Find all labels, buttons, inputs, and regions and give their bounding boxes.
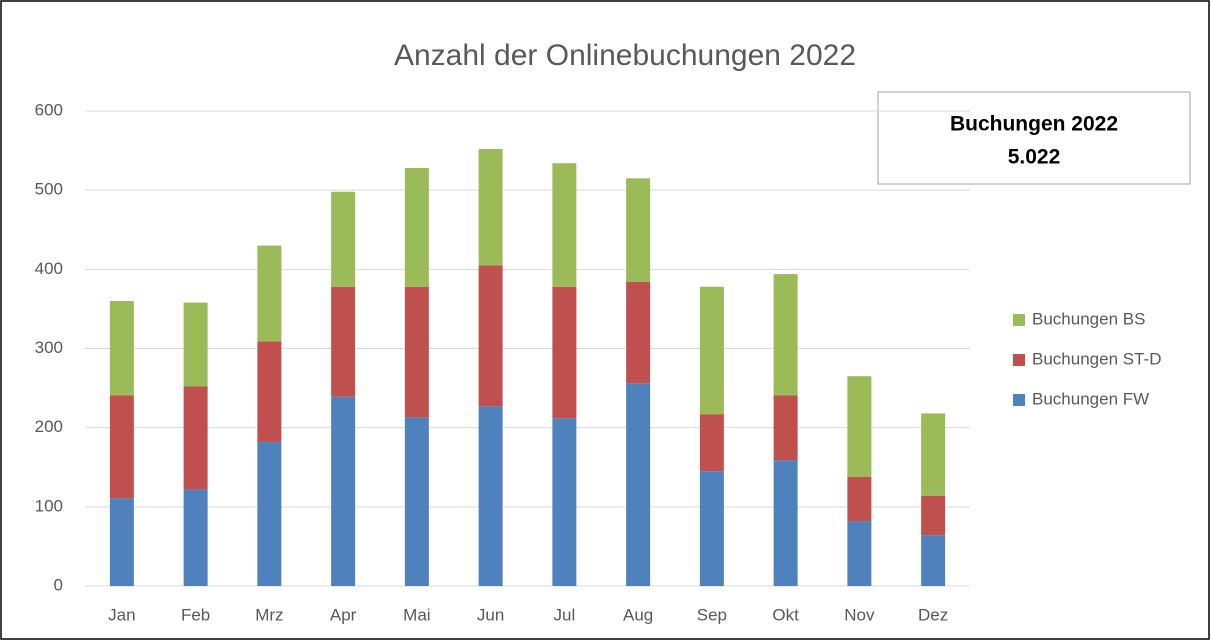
bar-segment xyxy=(183,302,208,387)
y-tick-label: 500 xyxy=(35,180,63,199)
y-tick-label: 100 xyxy=(35,496,63,515)
bar-segment xyxy=(626,282,651,384)
bar-segment xyxy=(552,286,577,419)
annotation: Buchungen 2022 xyxy=(950,113,1118,136)
legend-label: Buchungen FW xyxy=(1032,389,1149,408)
bar-segment xyxy=(404,168,429,287)
bar-segment xyxy=(626,178,651,282)
bar-segment xyxy=(552,418,577,586)
y-tick-label: 600 xyxy=(35,100,63,119)
bar-segment xyxy=(921,495,946,536)
bar-segment xyxy=(109,395,134,499)
bar-segment xyxy=(109,301,134,396)
legend-label: Buchungen ST-D xyxy=(1032,349,1161,368)
y-tick-label: 200 xyxy=(35,417,63,436)
x-tick-label: Mrz xyxy=(255,605,283,624)
x-tick-label: Aug xyxy=(623,605,653,624)
legend-swatch xyxy=(1013,394,1025,406)
bar-segment xyxy=(847,521,872,586)
y-tick-label: 0 xyxy=(54,575,63,594)
bar-segment xyxy=(478,265,503,407)
bar-segment xyxy=(699,414,724,472)
bar-segment xyxy=(331,286,356,397)
x-tick-label: Feb xyxy=(181,605,210,624)
bar-segment xyxy=(626,383,651,586)
bar-segment xyxy=(257,245,282,342)
bar-segment xyxy=(478,406,503,586)
annotation-box xyxy=(877,91,1191,185)
bar-segment xyxy=(699,471,724,586)
x-tick-label: Jun xyxy=(477,605,504,624)
bar-segment xyxy=(552,163,577,287)
bar-segment xyxy=(847,376,872,477)
x-tick-label: Dez xyxy=(918,605,948,624)
bar-segment xyxy=(183,386,208,490)
x-tick-label: Apr xyxy=(330,605,357,624)
bar-segment xyxy=(331,396,356,586)
x-tick-label: Jan xyxy=(108,605,135,624)
x-tick-label: Mai xyxy=(403,605,430,624)
bar-segment xyxy=(404,286,429,418)
y-tick-label: 400 xyxy=(35,259,63,278)
bar-segment xyxy=(478,149,503,266)
bar-segment xyxy=(331,191,356,287)
bar-segment xyxy=(257,341,282,442)
legend-swatch xyxy=(1013,354,1025,366)
bar-segment xyxy=(257,441,282,586)
legend-label: Buchungen BS xyxy=(1032,309,1145,328)
x-tick-label: Nov xyxy=(844,605,875,624)
bar-segment xyxy=(183,489,208,586)
bar-segment xyxy=(404,417,429,586)
legend-swatch xyxy=(1013,314,1025,326)
bar-segment xyxy=(109,498,134,586)
x-tick-label: Okt xyxy=(772,605,799,624)
x-tick-label: Jul xyxy=(554,605,576,624)
bar-segment xyxy=(773,460,798,586)
bar-segment xyxy=(921,535,946,586)
bar-segment xyxy=(773,395,798,461)
bar-segment xyxy=(847,476,872,522)
y-tick-label: 300 xyxy=(35,338,63,357)
bar-segment xyxy=(699,286,724,415)
chart-title: Anzahl der Onlinebuchungen 2022 xyxy=(394,39,856,72)
x-tick-label: Sep xyxy=(697,605,727,624)
annotation: 5.022 xyxy=(1008,146,1061,169)
bar-segment xyxy=(921,413,946,496)
bar-segment xyxy=(773,274,798,396)
